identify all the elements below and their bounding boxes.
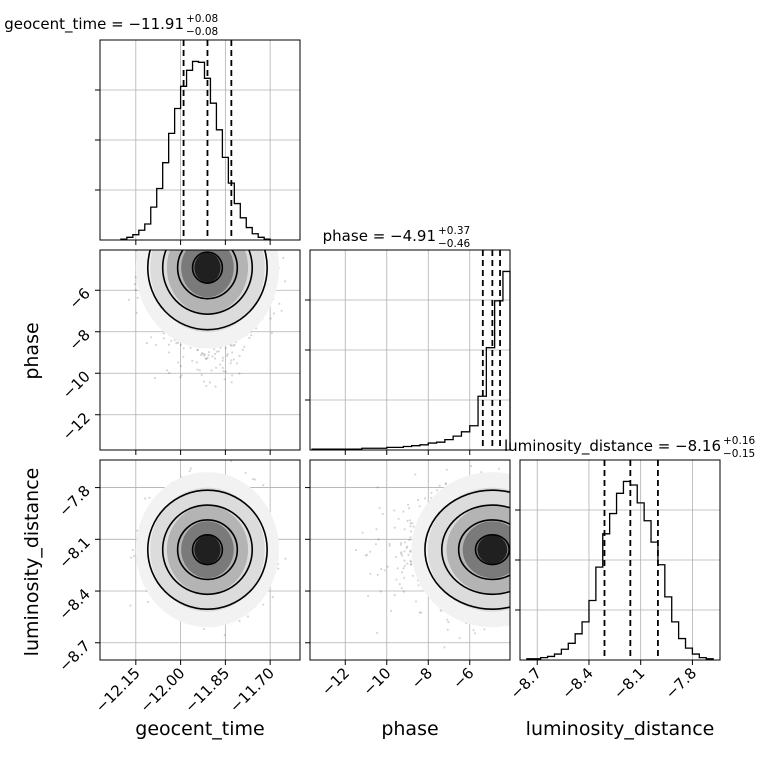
title-luminosity-distance-plus: +0.16 <box>723 435 755 447</box>
tick-label-geocent_time: −12.15 <box>92 664 144 716</box>
tick-label-phase: −12 <box>318 664 353 699</box>
panel-frame-geocent_time-phase <box>99 249 301 451</box>
xlabel-phase: phase <box>381 718 438 740</box>
tick-label-phase: −6 <box>449 664 477 692</box>
title-phase: phase = −4.91 <box>323 227 436 245</box>
density-geocent_time-phase <box>135 250 280 349</box>
tick-label-luminosity_distance: −8.1 <box>55 533 93 571</box>
tick-label-luminosity_distance: −8.4 <box>55 585 93 623</box>
tick-label-phase: −6 <box>65 284 93 312</box>
contour-phase-luminosity_distance-2 <box>457 519 510 581</box>
contour-geocent_time-luminosity_distance-3 <box>161 504 254 596</box>
ylabel-phase: phase <box>21 322 43 379</box>
panel-frame-phase-luminosity_distance <box>309 459 511 661</box>
histogram-phase <box>311 270 511 450</box>
tick-label-luminosity_distance: −7.8 <box>662 664 700 702</box>
title-luminosity-distance: luminosity_distance = −8.16 <box>504 437 721 456</box>
density-geocent_time-luminosity_distance <box>135 472 280 628</box>
title-geocent-time-minus: −0.08 <box>186 26 218 38</box>
tick-label-phase: −10 <box>359 664 394 699</box>
tick-label-luminosity_distance: −8.7 <box>55 637 93 675</box>
title-phase-minus: −0.46 <box>438 238 470 250</box>
contour-geocent_time-luminosity_distance-4 <box>146 489 268 610</box>
contour-geocent_time-luminosity_distance-2 <box>176 519 239 581</box>
xlabel-luminosity-distance: luminosity_distance <box>526 718 715 740</box>
title-geocent-time-plus: +0.08 <box>186 13 218 25</box>
title-phase-plus: +0.37 <box>438 225 470 237</box>
contour-phase-luminosity_distance-1 <box>474 533 510 566</box>
contour-geocent_time-phase-3 <box>161 250 254 315</box>
tick-label-phase: −12 <box>59 409 94 444</box>
xlabel-geocent-time: geocent_time <box>135 718 264 740</box>
tick-label-luminosity_distance: −7.8 <box>55 482 93 520</box>
contour-geocent_time-phase-4 <box>146 250 268 331</box>
contour-phase-luminosity_distance-4 <box>424 489 510 610</box>
title-luminosity-distance-minus: −0.15 <box>723 448 755 460</box>
tick-label-phase: −8 <box>65 326 93 354</box>
histogram-geocent_time <box>120 60 271 240</box>
histogram-luminosity_distance <box>526 480 714 660</box>
tick-label-luminosity_distance: −8.4 <box>558 664 596 702</box>
ylabel-luminosity-distance: luminosity_distance <box>21 468 43 657</box>
title-geocent-time: geocent_time = −11.91 <box>4 15 184 34</box>
contour-phase-luminosity_distance-3 <box>441 504 510 596</box>
tick-label-phase: −8 <box>408 664 436 692</box>
tick-label-geocent_time: −11.70 <box>226 664 278 716</box>
tick-label-geocent_time: −12.00 <box>136 664 188 716</box>
panel-frame-geocent_time-luminosity_distance <box>99 459 301 661</box>
contour-geocent_time-phase-1 <box>191 251 224 284</box>
contour-geocent_time-luminosity_distance-1 <box>191 533 224 566</box>
density-phase-luminosity_distance <box>411 472 510 628</box>
tick-label-phase: −10 <box>59 367 94 402</box>
tick-label-geocent_time: −11.85 <box>181 664 233 716</box>
tick-label-luminosity_distance: −8.7 <box>507 664 545 702</box>
contour-geocent_time-phase-2 <box>176 250 239 300</box>
tick-label-luminosity_distance: −8.1 <box>610 664 648 702</box>
